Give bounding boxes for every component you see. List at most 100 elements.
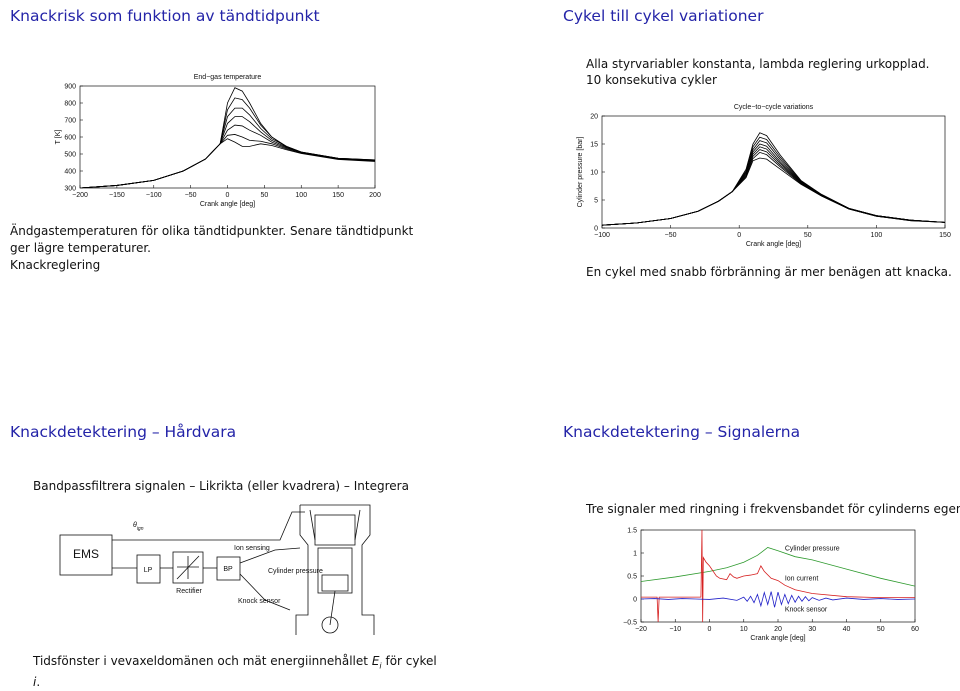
y-tick-label: 400 bbox=[64, 169, 76, 176]
label: ign bbox=[137, 526, 144, 532]
y-tick-label: 0 bbox=[633, 597, 637, 604]
box bbox=[59, 534, 113, 576]
x-tick-label: 150 bbox=[939, 232, 951, 239]
x-tick-label: 60 bbox=[911, 626, 919, 633]
x-tick-label: 20 bbox=[774, 626, 782, 633]
y-tick-label: 700 bbox=[64, 118, 76, 125]
slide-title: Knackdetektering – Hårdvara bbox=[10, 423, 237, 441]
x-tick-label: −50 bbox=[185, 192, 197, 199]
series-name: Cylinder pressure bbox=[785, 546, 840, 553]
chart-title: Cycle−to−cycle variations bbox=[734, 104, 814, 111]
x-tick-label: 50 bbox=[877, 626, 885, 633]
x-tick-label: 200 bbox=[369, 192, 381, 199]
text: Alla styrvariabler konstanta, lambda reg… bbox=[586, 57, 930, 71]
x-tick-label: 0 bbox=[226, 192, 230, 199]
sensor bbox=[354, 509, 361, 541]
label: EMS bbox=[73, 547, 99, 561]
label: Ion sensing bbox=[234, 545, 270, 552]
x-tick-label: 50 bbox=[260, 192, 268, 199]
x-tick-label: −200 bbox=[72, 192, 88, 199]
plot-frame bbox=[640, 529, 916, 623]
cylinder bbox=[317, 547, 353, 594]
text: 10 konsekutiva cykler bbox=[586, 73, 717, 87]
piston bbox=[321, 574, 349, 592]
series-line bbox=[641, 547, 915, 587]
x-axis-label: Crank angle [deg] bbox=[200, 201, 255, 208]
y-tick-label: 0.5 bbox=[627, 574, 637, 581]
y-tick-label: 1 bbox=[633, 551, 637, 558]
x-axis-label: Crank angle [deg] bbox=[746, 241, 801, 248]
math: i bbox=[33, 675, 37, 690]
label: θign bbox=[133, 522, 144, 532]
series-name: Knock sensor bbox=[785, 606, 828, 613]
y-tick-label: −0.5 bbox=[623, 620, 637, 627]
slide-title: Knackdetektering – Signalerna bbox=[563, 423, 801, 441]
math: i bbox=[379, 661, 382, 671]
y-tick-label: 1.5 bbox=[627, 528, 637, 535]
math: E bbox=[371, 654, 380, 668]
wire bbox=[239, 573, 291, 611]
y-axis-label: T [K] bbox=[55, 130, 62, 145]
engine-head bbox=[314, 514, 356, 546]
crank bbox=[321, 616, 339, 634]
hardware-diagram bbox=[59, 504, 375, 635]
rod bbox=[329, 590, 336, 626]
text: Knackreglering bbox=[10, 258, 101, 272]
text: Bandpassfiltrera signalen – Likrikta (el… bbox=[33, 479, 409, 493]
text: En cykel med snabb förbränning är mer be… bbox=[586, 265, 952, 279]
x-tick-label: −50 bbox=[665, 232, 677, 239]
y-tick-label: 800 bbox=[64, 101, 76, 108]
y-tick-label: 15 bbox=[590, 142, 598, 149]
footer-text: Tidsfönster i vevaxeldomänen och mät ene… bbox=[33, 653, 437, 691]
y-tick-label: 10 bbox=[590, 170, 598, 177]
plot-frame bbox=[601, 115, 946, 229]
x-tick-label: 30 bbox=[808, 626, 816, 633]
x-axis-label: Crank angle [deg] bbox=[750, 635, 805, 642]
slide-title: Cykel till cykel variationer bbox=[563, 7, 764, 25]
x-tick-label: 10 bbox=[740, 626, 748, 633]
y-tick-label: 5 bbox=[594, 198, 598, 205]
x-tick-label: 100 bbox=[871, 232, 883, 239]
box bbox=[136, 554, 161, 584]
series-line bbox=[641, 591, 915, 608]
text: . bbox=[36, 675, 41, 690]
x-tick-label: 50 bbox=[804, 232, 812, 239]
label: Cylinder pressure bbox=[268, 568, 323, 575]
label: θ bbox=[133, 522, 137, 529]
x-tick-label: −100 bbox=[594, 232, 610, 239]
label: BP bbox=[223, 566, 233, 573]
engine bbox=[295, 504, 375, 635]
y-tick-label: 20 bbox=[590, 114, 598, 121]
y-tick-label: 900 bbox=[64, 84, 76, 91]
y-axis-label: Cylinder pressure [bar] bbox=[577, 137, 584, 208]
text: ger lägre temperaturer. bbox=[10, 241, 151, 255]
slide-title: Knackrisk som funktion av tändtidpunkt bbox=[10, 7, 320, 25]
wire bbox=[112, 511, 305, 541]
label: Knock sensor bbox=[238, 598, 281, 605]
y-tick-label: 300 bbox=[64, 186, 76, 193]
x-tick-label: 150 bbox=[332, 192, 344, 199]
label: LP bbox=[144, 567, 153, 574]
chart-title: End−gas temperature bbox=[194, 74, 262, 81]
x-tick-label: 0 bbox=[708, 626, 712, 633]
sensor bbox=[309, 509, 316, 541]
box bbox=[172, 551, 204, 584]
text: Tre signaler med ringning i frekvensband… bbox=[586, 502, 960, 516]
label: Rectifier bbox=[176, 588, 202, 595]
x-tick-label: 0 bbox=[737, 232, 741, 239]
x-tick-label: 40 bbox=[843, 626, 851, 633]
series-line bbox=[602, 157, 945, 226]
wire bbox=[239, 547, 301, 564]
x-tick-label: 100 bbox=[295, 192, 307, 199]
text: för cykel bbox=[385, 654, 437, 668]
plot-frame bbox=[79, 85, 376, 189]
y-tick-label: 600 bbox=[64, 135, 76, 142]
series-line bbox=[80, 138, 375, 188]
x-tick-label: −150 bbox=[109, 192, 125, 199]
series-line bbox=[641, 530, 915, 622]
x-tick-label: −20 bbox=[635, 626, 647, 633]
box bbox=[216, 556, 241, 581]
text: Tidsfönster i vevaxeldomänen och mät ene… bbox=[33, 654, 368, 668]
y-tick-label: 500 bbox=[64, 152, 76, 159]
